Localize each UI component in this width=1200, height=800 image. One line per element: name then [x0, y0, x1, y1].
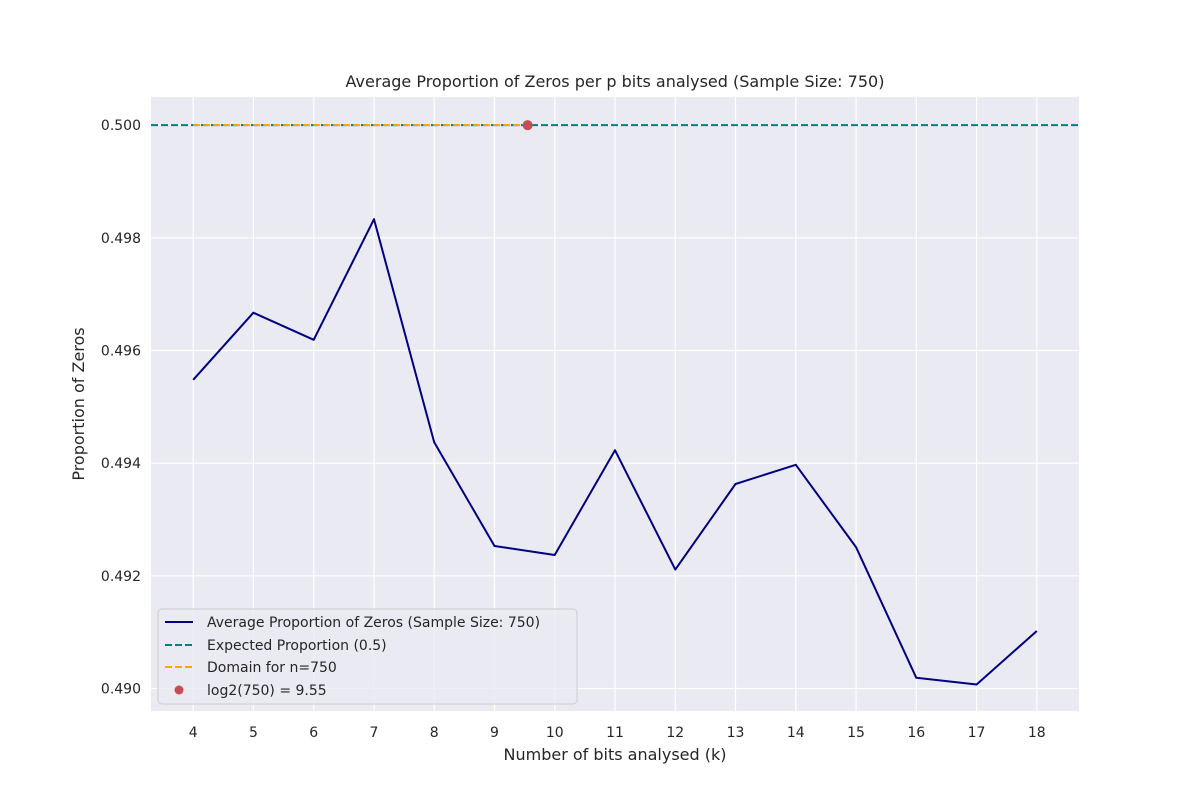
average-proportion-point	[251, 311, 255, 315]
x-tick-label: 6	[309, 725, 318, 741]
y-tick-label: 0.496	[101, 343, 141, 359]
y-axis-label: Proportion of Zeros	[69, 327, 88, 480]
x-tick-label: 9	[490, 725, 499, 741]
y-tick-label: 0.490	[101, 681, 141, 697]
average-proportion-point	[975, 683, 979, 687]
x-tick-label: 11	[606, 725, 624, 741]
x-tick-label: 4	[189, 725, 198, 741]
log2-marker	[522, 120, 533, 131]
average-proportion-point	[553, 553, 557, 557]
x-tick-label: 8	[430, 725, 439, 741]
x-tick-label: 16	[907, 725, 925, 741]
average-proportion-point	[734, 482, 738, 486]
x-tick-label: 14	[787, 725, 805, 741]
legend-label-expected: Expected Proportion (0.5)	[207, 638, 387, 654]
x-tick-label: 10	[546, 725, 564, 741]
average-proportion-point	[432, 440, 436, 444]
average-proportion-point	[492, 544, 496, 548]
x-axis-label: Number of bits analysed (k)	[504, 745, 727, 764]
legend-swatch-log2-marker	[174, 685, 184, 695]
grid	[151, 97, 1079, 711]
y-tick-label: 0.492	[101, 569, 141, 585]
x-tick-label: 18	[1028, 725, 1046, 741]
x-tick-label: 15	[847, 725, 865, 741]
chart-title: Average Proportion of Zeros per p bits a…	[346, 72, 885, 91]
y-tick-label: 0.494	[101, 456, 141, 472]
x-axis-ticks: 4 5 6 7 8 9 10 11 12 13 14 15 16 17 18	[189, 725, 1046, 741]
average-proportion-point	[914, 676, 918, 680]
legend: Average Proportion of Zeros (Sample Size…	[157, 608, 578, 705]
x-tick-label: 5	[249, 725, 258, 741]
legend-label-log2: log2(750) = 9.55	[207, 683, 327, 699]
x-tick-label: 12	[666, 725, 684, 741]
average-proportion-point	[673, 568, 677, 572]
y-tick-label: 0.498	[101, 231, 141, 247]
average-proportion-point	[191, 378, 195, 382]
legend-label-domain: Domain for n=750	[207, 660, 337, 676]
y-tick-label: 0.500	[101, 118, 141, 134]
average-proportion-point	[372, 217, 376, 221]
x-tick-label: 13	[727, 725, 745, 741]
y-axis-ticks: 0.490 0.492 0.494 0.496 0.498 0.500	[101, 118, 141, 697]
x-tick-label: 7	[370, 725, 379, 741]
legend-label-average: Average Proportion of Zeros (Sample Size…	[207, 615, 540, 631]
average-proportion-line	[192, 218, 1038, 686]
average-proportion-point	[854, 545, 858, 549]
x-tick-label: 17	[968, 725, 986, 741]
average-proportion-point	[794, 463, 798, 467]
series-layer	[151, 120, 1079, 686]
average-proportion-point	[1035, 629, 1039, 633]
average-proportion-point	[613, 448, 617, 452]
legend-box	[157, 608, 578, 705]
average-proportion-point	[312, 338, 316, 342]
